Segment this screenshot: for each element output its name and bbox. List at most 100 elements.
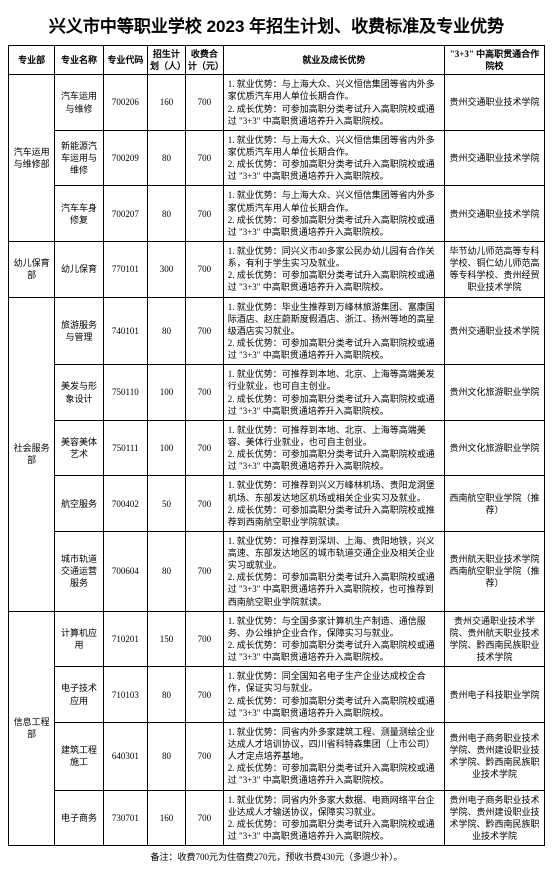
cell-name: 旅游服务与管理	[55, 297, 103, 365]
cell-fee: 700	[185, 722, 223, 790]
footnote: 备注：收费700元为住宿费270元，预收书费430元（多退少补）。	[8, 850, 545, 863]
table-row: 新能源汽车运用与维修700209807001. 就业优势：与上海大众、兴义恒信集…	[9, 130, 545, 186]
cell-name: 美容美体艺术	[55, 420, 103, 476]
table-row: 电子技术应用710103807001. 就业优势：同全国知名电子生产企业达成校企…	[9, 667, 545, 723]
cell-dept: 幼儿保育部	[9, 241, 55, 297]
cell-plan: 50	[147, 476, 185, 532]
cell-code: 740101	[103, 297, 147, 365]
cell-name: 幼儿保育	[55, 241, 103, 297]
cell-fee: 700	[185, 476, 223, 532]
cell-plan: 300	[147, 241, 185, 297]
cell-code: 730701	[103, 790, 147, 846]
cell-code: 640301	[103, 722, 147, 790]
cell-plan: 80	[147, 722, 185, 790]
cell-plan: 80	[147, 186, 185, 242]
cell-advantage: 1. 就业优势：同省内外多家建筑工程、测量测绘企业达成人才培训协议，四川省科特森…	[223, 722, 444, 790]
cell-advantage: 1. 就业优势：与上海大众、兴义恒信集团等省内外多家优质汽车用人单位长期合作。2…	[223, 75, 444, 131]
th-code: 专业代码	[103, 46, 147, 75]
page-title: 兴义市中等职业学校 2023 年招生计划、收费标准及专业优势	[8, 12, 545, 37]
table-row: 汽车运用与维修部汽车运用与维修7002061607001. 就业优势：与上海大众…	[9, 75, 545, 131]
cell-school: 毕节幼儿师范高等专科学校、铜仁幼儿师范高等专科学校、贵州经贸职业技术学院	[444, 241, 544, 297]
cell-code: 710201	[103, 611, 147, 667]
cell-plan: 150	[147, 611, 185, 667]
cell-advantage: 1. 就业优势：同兴义市40多家公民办幼儿园有合作关系，有利于学生实习及就业。2…	[223, 241, 444, 297]
cell-code: 700206	[103, 75, 147, 131]
cell-plan: 160	[147, 790, 185, 846]
cell-code: 700207	[103, 186, 147, 242]
cell-school: 贵州电子商务职业技术学院、贵州建设职业技术学院、黔西南民族职业技术学院	[444, 790, 544, 846]
cell-fee: 700	[185, 531, 223, 611]
cell-advantage: 1. 就业优势：毕业生推荐到万峰林旅游集团、富康国际酒店、赵庄蔚斯度假酒店、浙江…	[223, 297, 444, 365]
table-row: 电子商务7307011607001. 就业优势：同省内外多家大数据、电商网络平台…	[9, 790, 545, 846]
cell-fee: 700	[185, 790, 223, 846]
cell-plan: 80	[147, 297, 185, 365]
cell-fee: 700	[185, 297, 223, 365]
cell-fee: 700	[185, 186, 223, 242]
cell-code: 770101	[103, 241, 147, 297]
cell-school: 贵州交通职业技术学院、贵州航天职业技术学院、黔西南民族职业技术学院	[444, 611, 544, 667]
cell-advantage: 1. 就业优势：可推荐到深圳、上海、贵阳地铁，兴义高速、东部发达地区的城市轨道交…	[223, 531, 444, 611]
cell-name: 电子技术应用	[55, 667, 103, 723]
table-header: 专业部 专业名称 专业代码 招生计划（人） 收费合计（元） 就业及成长优势 "3…	[9, 46, 545, 75]
cell-fee: 700	[185, 241, 223, 297]
cell-advantage: 1. 就业优势：可推荐到兴义万峰林机场、贵阳龙洞堡机场、东部发达地区机场或相关企…	[223, 476, 444, 532]
cell-code: 750111	[103, 420, 147, 476]
cell-advantage: 1. 就业优势：同省内外多家大数据、电商网络平台企业达成人才输送协议，保障实习就…	[223, 790, 444, 846]
cell-school: 贵州文化旅游职业学院	[444, 420, 544, 476]
cell-dept: 信息工程部	[9, 611, 55, 845]
cell-fee: 700	[185, 365, 223, 421]
cell-code: 710103	[103, 667, 147, 723]
cell-advantage: 1. 就业优势：与上海大众、兴义恒信集团等省内外多家优质汽车用人单位长期合作。2…	[223, 186, 444, 242]
table-row: 城市轨道交通运营服务700604807001. 就业优势：可推荐到深圳、上海、贵…	[9, 531, 545, 611]
th-fee: 收费合计（元）	[185, 46, 223, 75]
cell-name: 航空服务	[55, 476, 103, 532]
cell-dept: 社会服务部	[9, 297, 55, 611]
cell-fee: 700	[185, 611, 223, 667]
cell-advantage: 1. 就业优势：与上海大众、兴义恒信集团等省内外多家优质汽车用人单位长期合作。2…	[223, 130, 444, 186]
cell-code: 700604	[103, 531, 147, 611]
cell-school: 贵州交通职业技术学院	[444, 75, 544, 131]
table-body: 汽车运用与维修部汽车运用与维修7002061607001. 就业优势：与上海大众…	[9, 75, 545, 846]
table-row: 社会服务部旅游服务与管理740101807001. 就业优势：毕业生推荐到万峰林…	[9, 297, 545, 365]
cell-plan: 160	[147, 75, 185, 131]
table-row: 汽车车身修复700207807001. 就业优势：与上海大众、兴义恒信集团等省内…	[9, 186, 545, 242]
cell-school: 贵州电子科技职业学院	[444, 667, 544, 723]
cell-plan: 80	[147, 531, 185, 611]
cell-advantage: 1. 就业优势：可推荐到本地、北京、上海等高端美容、美体行业就业，也可自主创业。…	[223, 420, 444, 476]
table-row: 航空服务700402507001. 就业优势：可推荐到兴义万峰林机场、贵阳龙洞堡…	[9, 476, 545, 532]
table-row: 信息工程部计算机应用7102011507001. 就业优势：与全国多家计算机生产…	[9, 611, 545, 667]
cell-school: 贵州电子商务职业技术学院、贵州建设职业技术学院、黔西南民族职业技术学院	[444, 722, 544, 790]
cell-fee: 700	[185, 420, 223, 476]
cell-name: 汽车车身修复	[55, 186, 103, 242]
cell-name: 建筑工程施工	[55, 722, 103, 790]
cell-advantage: 1. 就业优势：同全国知名电子生产企业达成校企合作，保证实习与就业。2. 成长优…	[223, 667, 444, 723]
cell-school: 贵州航天职业技术学院 西南航空职业学院（推荐）	[444, 531, 544, 611]
cell-name: 汽车运用与维修	[55, 75, 103, 131]
cell-advantage: 1. 就业优势：与全国多家计算机生产制造、通信服务、办公维护企业合作，保障实习与…	[223, 611, 444, 667]
cell-school: 贵州交通职业技术学院	[444, 130, 544, 186]
cell-plan: 80	[147, 667, 185, 723]
cell-plan: 100	[147, 365, 185, 421]
cell-name: 电子商务	[55, 790, 103, 846]
cell-dept: 汽车运用与维修部	[9, 75, 55, 242]
cell-name: 美发与形象设计	[55, 365, 103, 421]
cell-fee: 700	[185, 130, 223, 186]
cell-name: 计算机应用	[55, 611, 103, 667]
cell-school: 贵州文化旅游职业学院	[444, 365, 544, 421]
cell-school: 贵州交通职业技术学院	[444, 297, 544, 365]
th-name: 专业名称	[55, 46, 103, 75]
cell-school: 贵州交通职业技术学院	[444, 186, 544, 242]
th-plan: 招生计划（人）	[147, 46, 185, 75]
cell-plan: 100	[147, 420, 185, 476]
cell-name: 城市轨道交通运营服务	[55, 531, 103, 611]
cell-fee: 700	[185, 75, 223, 131]
cell-code: 750110	[103, 365, 147, 421]
cell-code: 700209	[103, 130, 147, 186]
th-dept: 专业部	[9, 46, 55, 75]
table-row: 幼儿保育部幼儿保育7701013007001. 就业优势：同兴义市40多家公民办…	[9, 241, 545, 297]
cell-plan: 80	[147, 130, 185, 186]
cell-school: 西南航空职业学院（推荐）	[444, 476, 544, 532]
table-row: 建筑工程施工640301807001. 就业优势：同省内外多家建筑工程、测量测绘…	[9, 722, 545, 790]
cell-advantage: 1. 就业优势：可推荐到本地、北京、上海等高端美发行业就业，也可自主创业。2. …	[223, 365, 444, 421]
enrollment-table: 专业部 专业名称 专业代码 招生计划（人） 收费合计（元） 就业及成长优势 "3…	[8, 45, 545, 846]
